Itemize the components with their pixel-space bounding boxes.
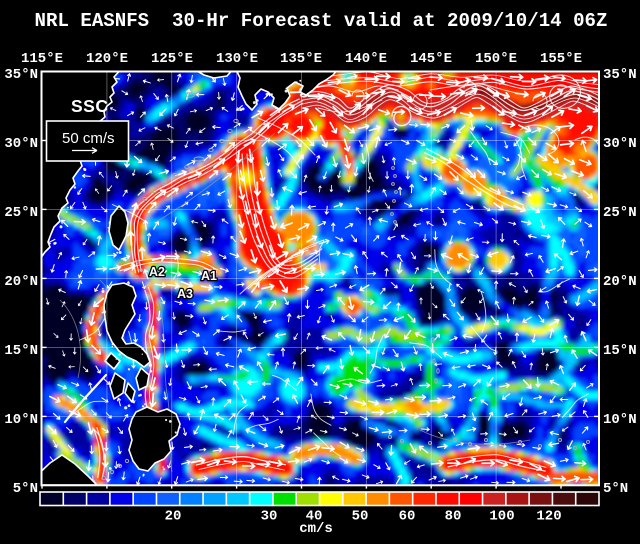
- svg-text:30°N: 30°N: [603, 136, 637, 152]
- svg-text:A3: A3: [177, 287, 193, 301]
- svg-text:35°N: 35°N: [603, 67, 637, 83]
- svg-text:SSC: SSC: [71, 96, 108, 116]
- svg-text:155°E: 155°E: [540, 51, 582, 67]
- svg-text:145°E: 145°E: [410, 51, 452, 67]
- svg-text:10°N: 10°N: [4, 412, 38, 428]
- svg-text:50 cm/s: 50 cm/s: [62, 130, 115, 147]
- svg-text:100: 100: [489, 509, 514, 525]
- svg-text:20°N: 20°N: [603, 274, 637, 290]
- svg-text:60: 60: [399, 509, 416, 525]
- svg-text:125°E: 125°E: [151, 51, 193, 67]
- svg-text:A2: A2: [149, 265, 165, 279]
- svg-text:5°N: 5°N: [13, 481, 38, 497]
- svg-text:140°E: 140°E: [345, 51, 387, 67]
- svg-text:135°E: 135°E: [280, 51, 322, 67]
- svg-text:120: 120: [536, 509, 561, 525]
- svg-text:115°E: 115°E: [21, 51, 63, 67]
- svg-text:10°N: 10°N: [603, 412, 637, 428]
- svg-text:20: 20: [165, 509, 182, 525]
- svg-text:150°E: 150°E: [475, 51, 517, 67]
- svg-text:5°N: 5°N: [603, 481, 628, 497]
- svg-text:30°N: 30°N: [4, 136, 38, 152]
- svg-text:120°E: 120°E: [86, 51, 128, 67]
- svg-text:20°N: 20°N: [4, 274, 38, 290]
- svg-text:cm/s: cm/s: [299, 521, 333, 537]
- svg-text:35°N: 35°N: [4, 67, 38, 83]
- svg-text:50: 50: [352, 509, 369, 525]
- svg-text:A1: A1: [201, 269, 217, 283]
- svg-text:40: 40: [306, 509, 323, 525]
- svg-text:80: 80: [445, 509, 462, 525]
- svg-text:25°N: 25°N: [4, 205, 38, 221]
- svg-text:15°N: 15°N: [4, 343, 38, 359]
- svg-text:30: 30: [261, 509, 278, 525]
- svg-text:NRL EASNFS 30-Hr Forecast val: NRL EASNFS 30-Hr Forecast valid at 2009/…: [35, 10, 608, 32]
- svg-text:15°N: 15°N: [603, 343, 637, 359]
- svg-text:25°N: 25°N: [603, 205, 637, 221]
- svg-text:130°E: 130°E: [216, 51, 258, 67]
